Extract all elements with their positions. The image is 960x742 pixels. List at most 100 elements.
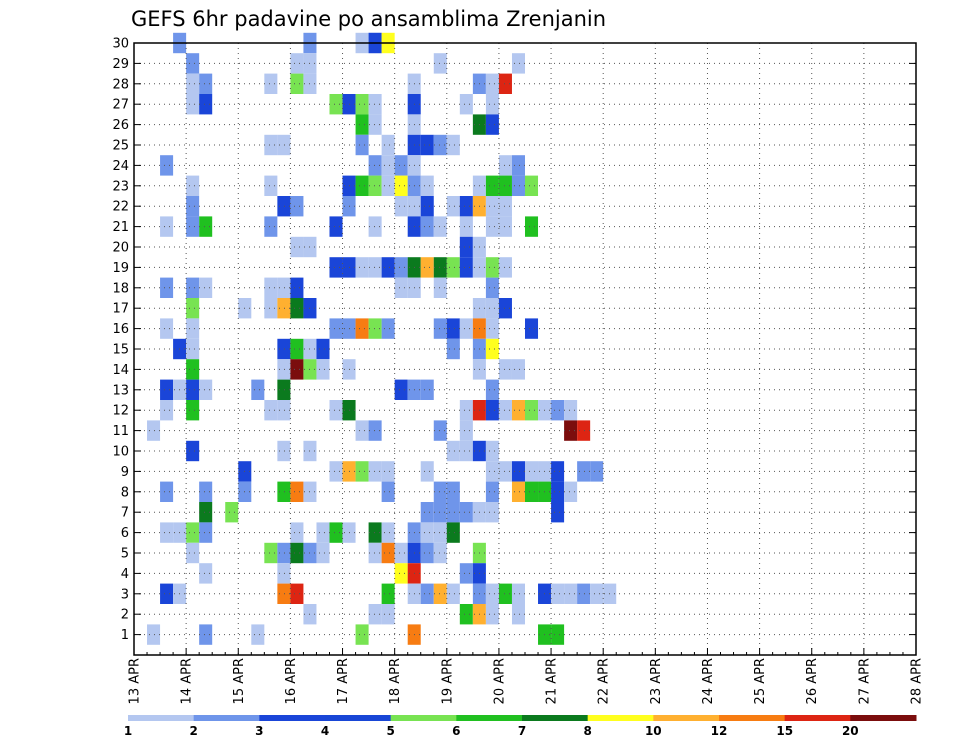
precip-cell [420,542,434,564]
precip-cell [355,420,369,441]
precip-cell [277,196,291,217]
precip-cell [498,73,512,94]
precip-cell [381,522,395,543]
x-tick-label: 16 APR [284,658,299,704]
precip-cell [186,359,200,380]
precip-cell [485,277,499,298]
precip-cell [485,298,499,319]
precip-cell [498,216,512,237]
precip-cell [277,359,291,380]
precip-cell [420,196,434,217]
precip-cell [355,318,369,339]
precip-cell [199,563,213,584]
precip-cell [277,134,291,156]
y-tick-label: 22 [112,200,129,215]
precip-cell [290,298,304,319]
precip-cell [160,155,174,176]
precip-cell [459,440,473,462]
precip-cell [420,461,434,482]
precip-cell [394,257,408,278]
precip-cell [420,216,434,237]
precip-cell [251,624,265,645]
y-tick-label: 3 [121,587,129,602]
precip-cell [459,236,473,258]
y-axis: 1234567891011121314151617181920212223242… [112,37,916,643]
x-tick-label: 27 APR [857,658,872,704]
precip-cell [485,216,499,237]
colorbar-swatch [784,715,851,721]
x-tick-label: 14 APR [180,658,195,704]
precip-cell [381,481,395,502]
precip-cell [368,216,382,237]
precip-cell [525,318,539,339]
precip-cell [498,257,512,278]
precip-cell [290,236,304,258]
precip-cell [433,216,447,237]
colorbar-swatch [128,715,195,721]
precip-cell [381,257,395,278]
precip-cell [433,134,447,156]
precip-cell [186,338,200,360]
precip-cell [420,175,434,196]
colorbar-swatch [325,715,392,721]
precip-cell [394,542,408,564]
precip-cell [381,542,395,564]
precip-cell [368,604,382,625]
colorbar-swatch [653,715,720,721]
precip-cell [186,196,200,217]
precip-cell [160,318,174,339]
y-tick-label: 7 [121,506,129,521]
precip-cell [498,175,512,196]
y-tick-label: 29 [112,57,129,72]
precip-cell [316,522,330,543]
x-tick-label: 18 APR [388,658,403,704]
x-tick-label: 28 APR [910,658,925,704]
y-tick-label: 6 [121,526,129,541]
precip-cell [459,94,473,115]
precip-cell [160,522,174,543]
precip-cell [433,257,447,278]
y-tick-label: 23 [112,179,129,194]
precip-cell [498,400,512,421]
x-tick-label: 21 APR [545,658,560,704]
y-tick-label: 20 [112,241,129,256]
precip-cell [433,583,447,604]
precip-cell [525,481,539,502]
colorbar: 1 2 3 4 5 6 7 8 10 12 15 20 [124,715,917,738]
precip-cell [316,338,330,360]
colorbar-swatch [456,715,523,721]
precip-cell [160,379,174,400]
precip-cell [160,216,174,237]
y-tick-label: 15 [112,343,129,358]
precip-cell [420,379,434,400]
precip-cell [199,502,213,523]
precip-cell [446,257,460,278]
y-tick-label: 27 [112,98,129,113]
precip-cell [329,400,343,421]
x-tick-label: 23 APR [649,658,664,704]
y-tick-label: 2 [121,608,129,623]
precip-cell [433,420,447,441]
colorbar-swatch [522,715,589,721]
x-tick-label: 25 APR [753,658,768,704]
precip-cell [433,53,447,74]
precip-cell [577,461,591,482]
precip-cell [485,583,499,604]
precip-cell [511,400,525,421]
precip-cell [498,461,512,482]
precip-cell [485,318,499,339]
precip-cell [368,155,382,176]
precip-cell [511,461,525,482]
precip-cell [577,583,591,604]
colorbar-swatch [587,715,654,721]
precip-cell [186,440,200,462]
precip-cell [551,400,565,421]
precip-cell [511,604,525,625]
precip-cell [551,502,565,523]
precip-cell [433,318,447,339]
precip-cell [511,359,525,380]
precip-cell [459,318,473,339]
precip-cell [485,461,499,482]
precip-cell [199,522,213,543]
